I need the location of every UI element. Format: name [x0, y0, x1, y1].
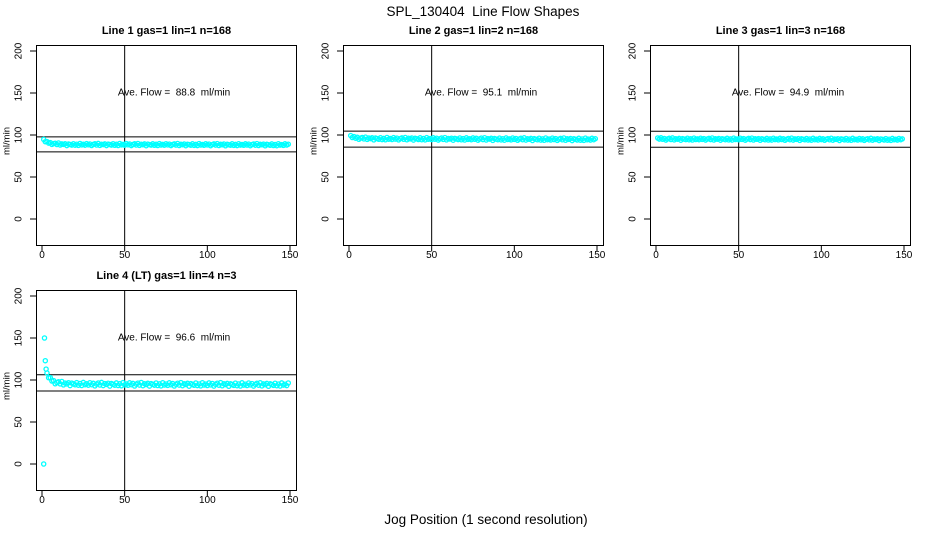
data-point — [285, 141, 292, 147]
data-point — [592, 135, 599, 142]
y-tick-label: 50 — [13, 171, 25, 183]
x-tick-label: 50 — [119, 495, 131, 506]
y-tick-label: 200 — [627, 42, 639, 60]
x-tick-label: 0 — [39, 250, 45, 261]
x-axis-title: Jog Position (1 second resolution) — [384, 512, 588, 527]
panel-title: Line 3 gas=1 lin=3 n=168 — [715, 25, 846, 37]
x-tick-label: 150 — [588, 250, 606, 261]
panel-title: Line 2 gas=1 lin=2 n=168 — [408, 25, 539, 37]
panel-line-4: Line 4 (LT) gas=1 lin=4 n=3 ml/min Ave. … — [2, 270, 299, 506]
y-tick-label: 50 — [320, 171, 332, 183]
x-tick-label: 0 — [653, 250, 659, 261]
data-points — [40, 335, 292, 467]
x-tick-label: 0 — [39, 495, 45, 506]
y-tick-label: 0 — [320, 216, 332, 222]
y-tick-label: 150 — [13, 329, 25, 347]
y-tick-label: 150 — [627, 84, 639, 102]
data-point — [41, 335, 48, 341]
y-tick-label: 200 — [13, 287, 25, 305]
ave-flow-annotation: Ave. Flow = 94.9 ml/min — [731, 87, 845, 99]
plot-box — [36, 290, 297, 491]
data-point — [44, 370, 50, 376]
ave-flow-annotation: Ave. Flow = 95.1 ml/min — [424, 87, 538, 99]
panel-title: Line 4 (LT) gas=1 lin=4 n=3 — [96, 270, 237, 282]
plot-area — [337, 45, 604, 252]
x-tick-label: 0 — [346, 250, 352, 261]
y-tick-label: 150 — [320, 84, 332, 102]
panel-line-1: Line 1 gas=1 lin=1 n=168 ml/min Ave. Flo… — [2, 25, 299, 261]
x-tick-label: 100 — [198, 250, 216, 261]
y-tick-label: 50 — [13, 416, 25, 428]
plot-box — [650, 45, 911, 246]
y-axis-label: ml/min — [308, 127, 320, 155]
data-point — [285, 380, 292, 386]
y-tick-label: 100 — [13, 371, 25, 389]
y-tick-label: 100 — [13, 126, 25, 144]
plot-box — [36, 45, 297, 246]
y-axis-label: ml/min — [1, 372, 13, 400]
data-points — [40, 136, 292, 149]
ave-flow-annotation: Ave. Flow = 96.6 ml/min — [117, 332, 231, 344]
data-point — [40, 461, 47, 467]
data-point — [899, 136, 906, 142]
y-tick-label: 100 — [627, 126, 639, 144]
x-tick-label: 150 — [281, 495, 299, 506]
x-tick-label: 50 — [426, 250, 438, 261]
data-points — [654, 135, 906, 144]
panel-line-2: Line 2 gas=1 lin=2 n=168 ml/min Ave. Flo… — [309, 25, 606, 261]
y-tick-label: 0 — [627, 216, 639, 222]
plot-box — [343, 45, 604, 246]
y-tick-label: 200 — [13, 42, 25, 60]
y-axis-label: ml/min — [615, 127, 627, 155]
y-tick-label: 150 — [13, 84, 25, 102]
panel-line-3: Line 3 gas=1 lin=3 n=168 ml/min Ave. Flo… — [616, 25, 913, 261]
plot-area — [30, 45, 297, 252]
y-tick-label: 50 — [627, 171, 639, 183]
x-tick-label: 100 — [812, 250, 830, 261]
y-tick-label: 0 — [13, 216, 25, 222]
y-tick-label: 100 — [320, 126, 332, 144]
x-tick-label: 50 — [733, 250, 745, 261]
plot-area — [30, 290, 297, 497]
plot-area — [644, 45, 911, 252]
x-tick-label: 100 — [198, 495, 216, 506]
data-points — [347, 132, 599, 144]
y-tick-label: 200 — [320, 42, 332, 60]
x-tick-label: 150 — [281, 250, 299, 261]
y-axis-label: ml/min — [1, 127, 13, 155]
ave-flow-annotation: Ave. Flow = 88.8 ml/min — [117, 87, 231, 99]
data-point — [42, 357, 49, 364]
panel-title: Line 1 gas=1 lin=1 n=168 — [101, 25, 232, 37]
x-tick-label: 150 — [895, 250, 913, 261]
y-tick-label: 0 — [13, 461, 25, 467]
x-tick-label: 50 — [119, 250, 131, 261]
x-tick-label: 100 — [505, 250, 523, 261]
figure-title: SPL_130404 Line Flow Shapes — [386, 4, 580, 19]
